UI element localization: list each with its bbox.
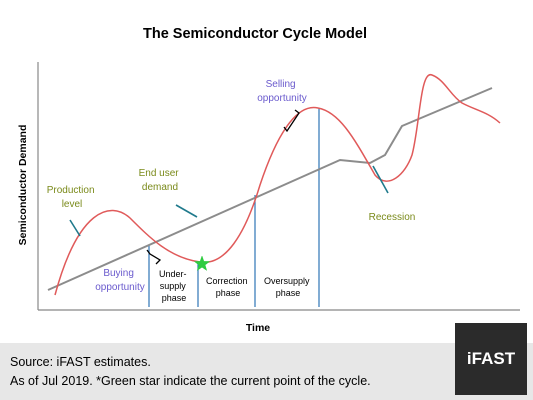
green-star-icon (193, 255, 211, 272)
y-axis-label: Semiconductor Demand (17, 125, 29, 246)
buying-bracket (146, 249, 162, 265)
recession-label: Recession (369, 212, 416, 223)
demand-arrow (175, 204, 198, 218)
cycle-diagram: The Semiconductor Cycle Model Semiconduc… (17, 26, 520, 334)
buying-opportunity-label: Buying opportunity (95, 268, 144, 293)
source-footer: Source: iFAST estimates. As of Jul 2019.… (0, 343, 533, 400)
correction-phase-label: Correction phase (206, 276, 250, 298)
oversupply-phase-label: Oversupply phase (264, 276, 312, 298)
diagram-title: The Semiconductor Cycle Model (143, 26, 367, 42)
production-level-curve (54, 74, 501, 296)
selling-bracket (283, 109, 300, 133)
end-user-demand-label: End user demand (139, 168, 182, 193)
ifast-logo: iFAST (455, 323, 527, 395)
production-level-label: Production level (47, 185, 98, 210)
footnote-text: As of Jul 2019. *Green star indicate the… (10, 374, 371, 388)
source-text: Source: iFAST estimates. (10, 355, 151, 369)
undersupply-phase-label: Under- supply phase (159, 269, 189, 303)
production-arrow (69, 219, 81, 237)
x-axis-label: Time (246, 322, 270, 334)
recession-arrow (372, 165, 389, 194)
end-user-demand-line (47, 87, 493, 291)
selling-opportunity-label: Selling opportunity (257, 79, 306, 104)
